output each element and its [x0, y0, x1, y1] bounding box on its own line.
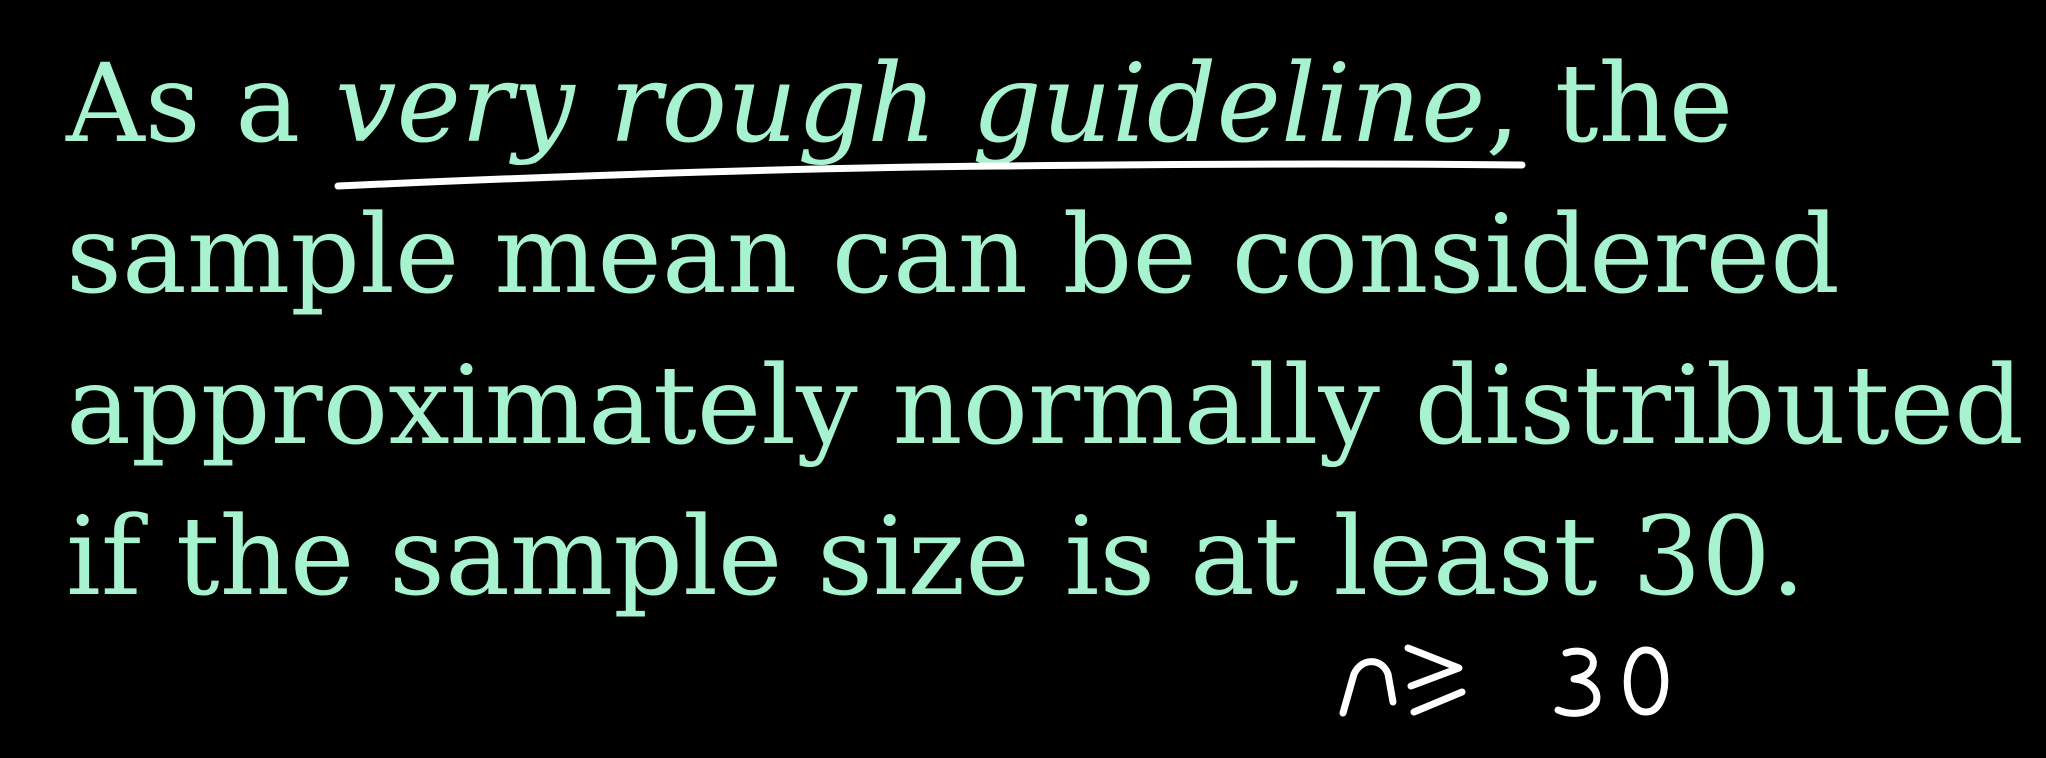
line1-before: As a	[66, 40, 335, 167]
handwritten-geq-upper	[1404, 644, 1463, 690]
handwritten-3	[1554, 647, 1601, 717]
text-line-2: sample mean can be considered	[66, 191, 1840, 318]
handwritten-note: n≥30	[1339, 644, 1669, 717]
text-line-3: approximately normally distributed	[66, 342, 2024, 469]
line1-after: , the	[1485, 40, 1734, 167]
text-line-4: if the sample size is at least 30.	[66, 493, 1806, 620]
handwritten-n	[1339, 658, 1397, 717]
emphasized-phrase: very rough guideline	[334, 40, 1486, 167]
guideline-paragraph: As a very rough guideline, the sample me…	[66, 28, 2024, 632]
handwritten-geq-bar	[1410, 688, 1466, 716]
text-line-1: As a very rough guideline, the	[66, 28, 2024, 179]
handwritten-0	[1623, 646, 1669, 716]
